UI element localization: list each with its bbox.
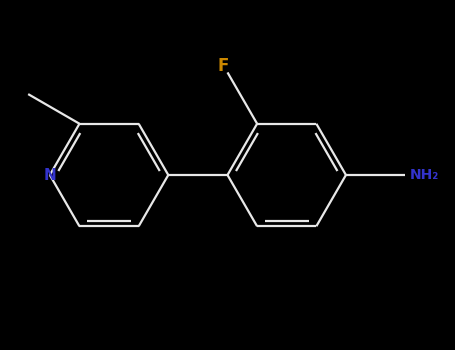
Text: N: N bbox=[44, 168, 56, 182]
Text: F: F bbox=[217, 57, 229, 75]
Text: NH₂: NH₂ bbox=[410, 168, 439, 182]
